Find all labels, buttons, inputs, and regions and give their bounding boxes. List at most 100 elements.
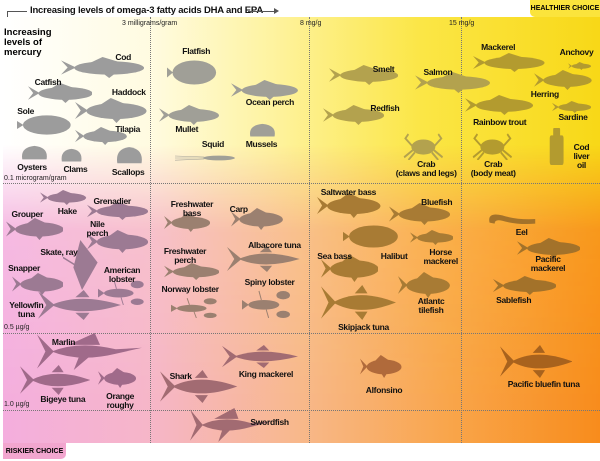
fish-silhouette-icon <box>5 218 64 240</box>
fish-silhouette-icon <box>163 263 220 280</box>
healthier-choice-badge: HEALTHIER CHOICE <box>530 0 600 17</box>
tuna-silhouette-icon <box>320 285 396 320</box>
species-label: Oysters <box>17 162 47 172</box>
fish-silhouette-icon <box>492 276 557 295</box>
species-label: Hake <box>57 206 77 216</box>
species-label: Sardine <box>558 112 588 122</box>
fish-silhouette-icon <box>567 57 591 70</box>
species-label: Rainbow trout <box>473 117 527 127</box>
marlin-silhouette-icon <box>36 333 142 370</box>
species-label: Clams <box>63 164 88 174</box>
species-label: Norway lobster <box>161 284 220 294</box>
species-label: Yellowfin tuna <box>9 300 44 319</box>
fish-silhouette-icon <box>328 65 399 85</box>
species-label: Crab (body meat) <box>470 159 516 178</box>
species-label: Orange roughy <box>106 391 135 410</box>
fish-silhouette-icon <box>40 190 87 205</box>
threshold-line-15mg <box>461 17 462 443</box>
fish-silhouette-icon <box>465 95 534 115</box>
species-label: Salmon <box>423 67 453 77</box>
arrow-right-icon <box>274 8 279 14</box>
fish-silhouette-icon <box>75 127 127 145</box>
fish-silhouette-icon <box>409 230 454 245</box>
species-label: Cod <box>115 52 131 62</box>
species-label: Squid <box>201 139 225 149</box>
species-label: Redfish <box>370 103 400 113</box>
tuna-silhouette-icon <box>38 290 122 320</box>
bottle-silhouette-icon <box>548 128 565 165</box>
omega3-axis-title: Increasing levels of omega-3 fatty acids… <box>30 5 263 16</box>
species-label: Eel <box>515 227 528 237</box>
fish-silhouette-icon <box>323 105 385 125</box>
species-label: Halibut <box>380 251 408 261</box>
fish-silhouette-icon <box>398 272 450 298</box>
ray-silhouette-icon <box>63 240 99 290</box>
species-label: Mullet <box>175 124 199 134</box>
species-label: Bluefish <box>421 197 453 207</box>
y-threshold-label: 0.1 microgram/gram <box>4 175 67 182</box>
threshold-line-0-5 <box>3 333 600 334</box>
fish-silhouette-icon <box>86 202 148 220</box>
species-label: Sole <box>17 106 35 116</box>
species-label: Snapper <box>8 263 40 273</box>
species-label: Cod liver oil <box>573 142 590 170</box>
species-label: Mussels <box>245 139 278 149</box>
species-label: Crab (claws and legs) <box>395 159 457 178</box>
fish-silhouette-icon <box>415 72 491 93</box>
lobster-silhouette-icon <box>170 296 217 319</box>
fish-silhouette-icon <box>388 203 450 225</box>
species-label: Alfonsino <box>365 385 403 395</box>
fish-silhouette-icon <box>360 355 402 378</box>
x-threshold-label: 8 mg/g <box>300 20 322 27</box>
lobster-silhouette-icon <box>98 278 144 306</box>
species-label: Marlin <box>51 337 76 347</box>
fish-silhouette-icon <box>230 208 283 230</box>
fish-silhouette-icon <box>473 53 545 72</box>
species-label: Horse mackerel <box>423 247 458 266</box>
axis-arrow-line <box>248 11 276 12</box>
fish-chart-area: 3 milligrams/gram 8 mg/g 15 mg/g 0.1 mic… <box>3 17 600 443</box>
species-label: Saltwater bass <box>320 187 377 197</box>
fish-silhouette-icon <box>551 100 591 113</box>
species-label: Albacore tuna <box>248 240 301 250</box>
species-label: Grouper <box>11 209 44 219</box>
species-label: Skipjack tuna <box>338 322 389 332</box>
fish-silhouette-icon <box>61 57 145 78</box>
shell-silhouette-icon <box>20 145 49 160</box>
crab-silhouette-icon <box>471 133 514 161</box>
fish-silhouette-icon <box>534 70 592 90</box>
fish-silhouette-icon <box>11 273 64 295</box>
species-label: Herring <box>530 89 559 99</box>
x-threshold-label: 3 milligrams/gram <box>122 20 178 27</box>
shell-silhouette-icon <box>115 146 144 164</box>
tuna-silhouette-icon <box>221 345 298 368</box>
lobster-silhouette-icon <box>242 288 291 319</box>
species-label: Atlantc tilefish <box>417 296 445 315</box>
fish-silhouette-icon <box>159 105 220 125</box>
species-label: Skate, ray <box>40 247 78 257</box>
tuna-silhouette-icon <box>160 370 238 403</box>
species-label: Shark <box>169 371 192 381</box>
squid-silhouette-icon <box>175 150 236 161</box>
shell-silhouette-icon <box>60 148 83 162</box>
species-label: Carp <box>229 204 248 214</box>
fish-silhouette-icon <box>98 368 137 388</box>
risk-gradient <box>3 17 600 443</box>
fish-silhouette-icon <box>317 193 381 218</box>
species-label: Sea bass <box>317 251 352 261</box>
fish-silhouette-icon <box>516 238 581 258</box>
species-label: Pacific bluefin tuna <box>507 379 580 389</box>
species-label: Haddock <box>111 87 146 97</box>
threshold-line-8mg <box>309 17 310 443</box>
marlin-silhouette-icon <box>190 408 272 442</box>
species-label: Catfish <box>34 77 62 87</box>
fish-silhouette-icon <box>320 255 379 282</box>
tuna-silhouette-icon <box>499 345 573 378</box>
threshold-line-1-0 <box>3 410 600 411</box>
tuna-silhouette-icon <box>227 246 300 272</box>
riskier-choice-badge: RISKIER CHOICE <box>3 443 66 459</box>
fish-silhouette-icon <box>163 213 210 232</box>
species-label: Swordfish <box>250 417 289 427</box>
y-threshold-label: 0.5 µg/g <box>4 324 30 331</box>
species-label: Nile perch <box>86 219 109 238</box>
